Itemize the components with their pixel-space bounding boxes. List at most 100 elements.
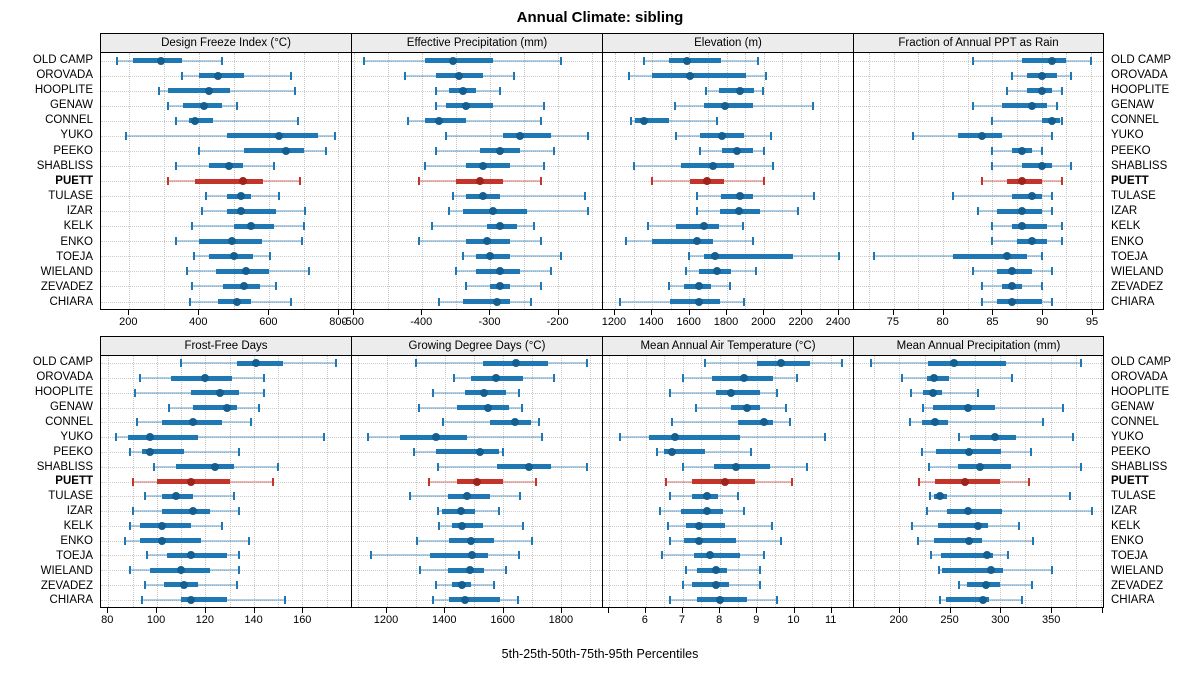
whisker-range (462, 255, 562, 258)
axis-tick (898, 608, 900, 613)
iqr-bar (139, 538, 201, 544)
whisker-cap-low (131, 477, 134, 486)
whisker-cap-high (729, 282, 732, 291)
whisker-cap-high (520, 403, 523, 412)
station-label: ENKO (60, 534, 93, 547)
axis-tick-label: 800 (329, 316, 348, 328)
vertical-gridline (967, 53, 969, 309)
iqr-bar (680, 508, 724, 514)
percentile-row (101, 189, 351, 204)
whisker-cap-high (272, 477, 275, 486)
vertical-gridline (129, 53, 131, 309)
row-guide-line (854, 301, 1103, 303)
percentile-row (352, 234, 602, 249)
median-dot (1027, 192, 1036, 201)
iqr-bar (932, 405, 996, 411)
percentile-row (101, 592, 351, 607)
percentile-row (352, 143, 602, 158)
whisker-cap-high (716, 116, 719, 125)
percentile-row (101, 400, 351, 415)
whisker-cap-high (1021, 595, 1024, 604)
median-dot (172, 492, 181, 501)
percentile-row (603, 294, 853, 309)
percentile-row (101, 113, 351, 128)
median-dot (462, 492, 471, 501)
whisker-cap-low (434, 146, 437, 155)
whisker-cap-low (201, 207, 204, 216)
whisker-cap-high (759, 566, 762, 575)
whisker-cap-high (248, 536, 251, 545)
row-guide-line (352, 226, 602, 228)
median-dot (200, 101, 209, 110)
panel-plot-area (352, 356, 602, 607)
median-dot (186, 477, 195, 486)
axis-tick-label: -300 (478, 316, 501, 328)
axis-tick-label: -200 (546, 316, 569, 328)
whisker-cap-high (499, 86, 502, 95)
median-dot (512, 359, 521, 368)
percentile-row (352, 53, 602, 68)
whisker-cap-low (870, 359, 873, 368)
whisker-cap-low (705, 86, 708, 95)
axis-tick (204, 608, 206, 613)
row-guide-line (352, 422, 602, 424)
station-label: CHIARA (1111, 594, 1155, 607)
whisker-cap-low (688, 252, 691, 261)
row-guide-line (603, 511, 853, 513)
whisker-range (929, 495, 1070, 498)
median-dot (485, 252, 494, 261)
percentile-row (101, 445, 351, 460)
axis-tick (107, 608, 109, 613)
row-guide-line (603, 525, 853, 527)
whisker-cap-high (300, 237, 303, 246)
median-dot (960, 477, 969, 486)
row-guide-line (101, 120, 351, 122)
median-dot (1027, 101, 1036, 110)
median-dot (982, 580, 991, 589)
axis-tick (681, 608, 683, 613)
median-dot (211, 462, 220, 471)
percentile-row (854, 445, 1103, 460)
axis-tick (793, 608, 795, 613)
whisker-cap-low (175, 161, 178, 170)
axis-tick-label: 200 (119, 316, 138, 328)
vertical-gridline (670, 53, 672, 309)
station-label: CONNEL (1111, 114, 1159, 127)
percentile-row (603, 371, 853, 386)
percentile-row (352, 174, 602, 189)
percentile-row (854, 174, 1103, 189)
whisker-cap-low (618, 297, 621, 306)
station-labels: OLD CAMP OROVADA HOOPLITE GENAW CONNEL YUKO PE… (0, 52, 100, 310)
whisker-cap-high (512, 71, 515, 80)
row-guide-line (352, 90, 602, 92)
station-label: CONNEL (45, 114, 93, 127)
vertical-gridline (523, 53, 525, 309)
vertical-gridline (614, 53, 616, 309)
row-guide-line (101, 135, 351, 137)
whisker-cap-low (180, 359, 183, 368)
whisker-cap-high (543, 161, 546, 170)
station-label: OLD CAMP (1111, 356, 1172, 369)
whisker-cap-high (238, 447, 241, 456)
whisker-cap-low (427, 477, 430, 486)
percentile-row (352, 83, 602, 98)
whisker-cap-low (703, 359, 706, 368)
panel-rows (854, 356, 1103, 607)
whisker-cap-low (451, 192, 454, 201)
whisker-cap-high (522, 521, 525, 530)
whisker-cap-high (535, 477, 538, 486)
whisker-cap-low (957, 433, 960, 442)
percentile-row (603, 249, 853, 264)
whisker-cap-high (757, 56, 760, 65)
iqr-bar (226, 133, 318, 139)
iqr-bar (466, 163, 511, 169)
station-label: PUETT (1111, 475, 1149, 488)
median-dot (191, 116, 200, 125)
whisker-cap-high (790, 477, 793, 486)
axis-tick (253, 608, 255, 613)
whisker-cap-high (1041, 418, 1044, 427)
whisker-cap-high (763, 551, 766, 560)
axis-tick (949, 608, 951, 613)
whisker-cap-high (560, 56, 563, 65)
median-dot (275, 131, 284, 140)
